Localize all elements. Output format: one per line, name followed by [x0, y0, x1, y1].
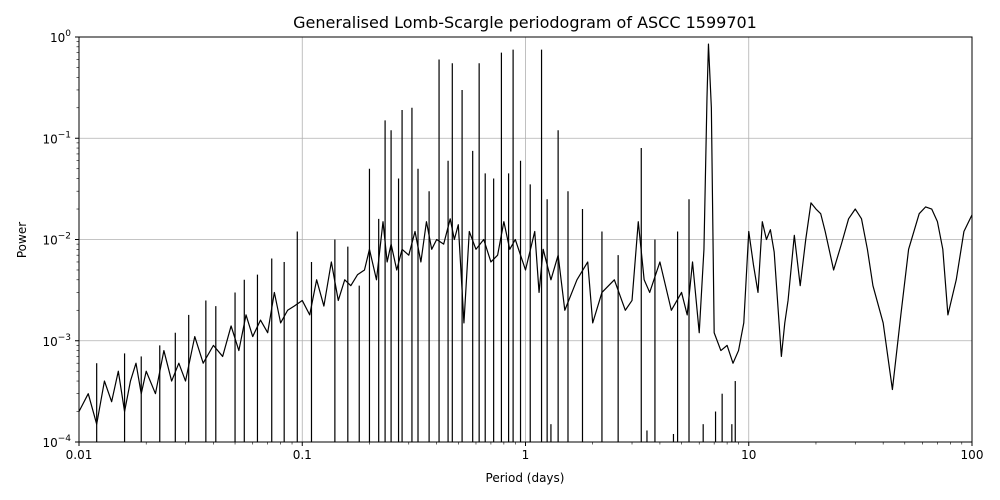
chart-title: Generalised Lomb-Scargle periodogram of … [293, 13, 757, 32]
y-tick-label: 100 [50, 29, 71, 45]
x-tick-label: 0.1 [293, 448, 312, 462]
y-axis: 10−4 10−3 10−2 10−1 100 [42, 29, 79, 450]
power-spectrum-line [79, 43, 972, 425]
x-tick-label: 0.01 [66, 448, 93, 462]
x-axis-label: Period (days) [486, 471, 565, 485]
y-tick-label: 10−4 [42, 434, 71, 450]
grid-lines [78, 36, 973, 443]
x-axis: 0.01 0.1 1 10 100 [66, 442, 984, 462]
y-tick-label: 10−3 [42, 333, 71, 349]
y-axis-label: Power [15, 222, 29, 258]
x-tick-label: 100 [961, 448, 984, 462]
x-tick-label: 10 [741, 448, 756, 462]
plot-area [79, 43, 972, 442]
y-tick-label: 10−1 [42, 130, 71, 146]
x-tick-label: 1 [522, 448, 530, 462]
y-tick-label: 10−2 [42, 232, 71, 248]
